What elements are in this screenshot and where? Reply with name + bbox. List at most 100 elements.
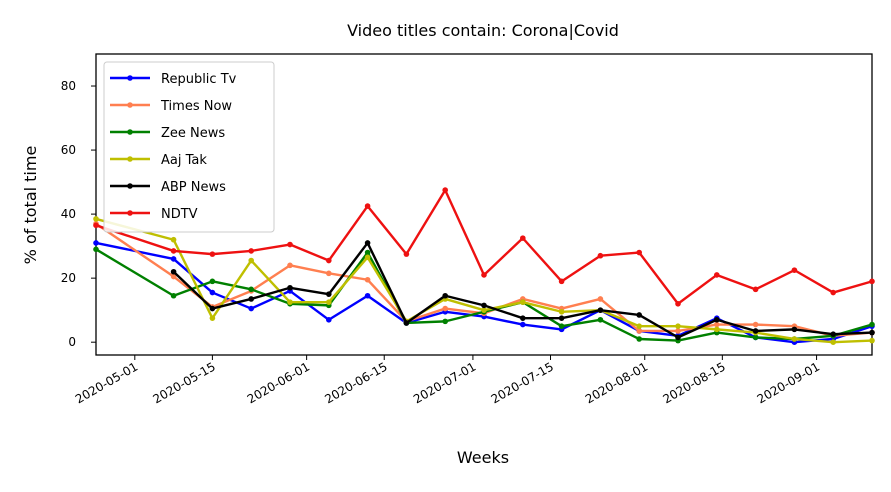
legend-marker <box>127 75 133 81</box>
y-axis-label: % of total time <box>21 146 40 265</box>
data-point <box>170 268 177 275</box>
legend-label: Republic Tv <box>161 72 237 87</box>
data-point <box>403 251 410 257</box>
x-tick-label: 2020-06-15 <box>322 359 389 406</box>
legend-marker <box>127 210 133 216</box>
data-point <box>364 292 371 299</box>
data-point <box>830 339 836 345</box>
legend-marker <box>127 102 133 108</box>
data-point <box>248 248 254 254</box>
data-point <box>520 299 526 305</box>
data-point <box>209 278 216 285</box>
data-point <box>403 320 410 326</box>
data-point <box>364 203 371 209</box>
data-point <box>170 248 177 254</box>
legend: Republic Tv Times Now Zee News Aaj Tak ABP N… <box>103 61 275 233</box>
x-tick-label: 2020-09-01 <box>755 359 822 406</box>
data-point <box>791 326 798 333</box>
x-tick-label: 2020-08-01 <box>583 359 650 406</box>
data-point <box>442 292 449 299</box>
data-point <box>636 323 642 329</box>
data-point <box>520 235 526 241</box>
data-point <box>209 315 216 321</box>
y-axis-ticks: 0 20 40 60 80 <box>61 79 96 349</box>
data-point <box>326 299 332 305</box>
data-point <box>326 270 332 277</box>
data-point <box>714 316 720 323</box>
data-point <box>287 262 293 269</box>
data-point <box>869 337 875 344</box>
legend-item: NDTV <box>110 207 198 222</box>
data-point <box>287 284 293 291</box>
series-zee-news <box>93 246 875 344</box>
data-point <box>93 240 99 246</box>
data-point <box>675 328 681 334</box>
data-point <box>791 267 798 273</box>
data-point <box>287 241 293 248</box>
data-point <box>791 336 798 342</box>
data-point <box>481 307 487 313</box>
x-tick-label: 2020-08-15 <box>660 359 727 406</box>
y-tick-label: 0 <box>68 335 76 349</box>
data-point <box>636 328 642 334</box>
data-point <box>558 308 565 315</box>
data-point <box>442 305 449 312</box>
data-point <box>364 254 371 261</box>
series-abp-news <box>170 240 875 341</box>
legend-item: Times Now <box>110 99 232 114</box>
legend-marker <box>127 183 133 189</box>
data-point <box>93 222 99 229</box>
legend-label: Aaj Tak <box>161 153 207 168</box>
data-point <box>636 336 642 342</box>
data-point <box>481 272 487 278</box>
legend-item: ABP News <box>110 180 226 195</box>
series-line <box>95 241 873 344</box>
data-point <box>520 321 526 328</box>
data-point <box>714 321 720 328</box>
legend-item: Zee News <box>110 126 225 141</box>
data-point <box>558 323 565 329</box>
data-point <box>675 323 681 329</box>
data-point <box>364 240 371 246</box>
data-point <box>830 331 836 337</box>
data-point <box>209 251 216 257</box>
y-tick-label: 40 <box>61 207 76 221</box>
data-point <box>558 278 565 285</box>
series-ndtv <box>93 187 875 307</box>
data-point <box>714 272 720 278</box>
data-point <box>170 236 177 243</box>
data-point <box>636 312 642 318</box>
data-point <box>714 326 720 333</box>
data-point <box>869 321 875 328</box>
y-tick-label: 20 <box>61 271 76 285</box>
series-line <box>95 188 873 305</box>
data-point <box>326 316 332 323</box>
legend-label: ABP News <box>161 180 226 195</box>
data-point <box>752 334 759 341</box>
data-point <box>558 315 565 321</box>
x-tick-label: 2020-05-15 <box>150 359 217 406</box>
data-point <box>752 321 759 328</box>
y-tick-label: 60 <box>61 143 76 157</box>
data-point <box>597 296 604 302</box>
series-line <box>95 217 873 344</box>
legend-item: Aaj Tak <box>110 153 207 168</box>
data-point <box>170 256 177 262</box>
data-point <box>248 296 254 302</box>
y-tick-label: 80 <box>61 79 76 93</box>
data-point <box>209 289 216 296</box>
data-point <box>442 318 449 325</box>
x-axis-label: Weeks <box>457 448 509 467</box>
data-point <box>752 328 759 334</box>
data-point <box>520 315 526 321</box>
data-point <box>597 316 604 323</box>
data-point <box>287 299 293 305</box>
data-point <box>248 286 254 293</box>
legend-label: Zee News <box>161 126 225 141</box>
data-point <box>248 305 254 312</box>
data-point <box>93 216 99 222</box>
data-point <box>675 334 681 341</box>
data-point <box>752 286 759 293</box>
legend-item: Republic Tv <box>110 72 237 87</box>
